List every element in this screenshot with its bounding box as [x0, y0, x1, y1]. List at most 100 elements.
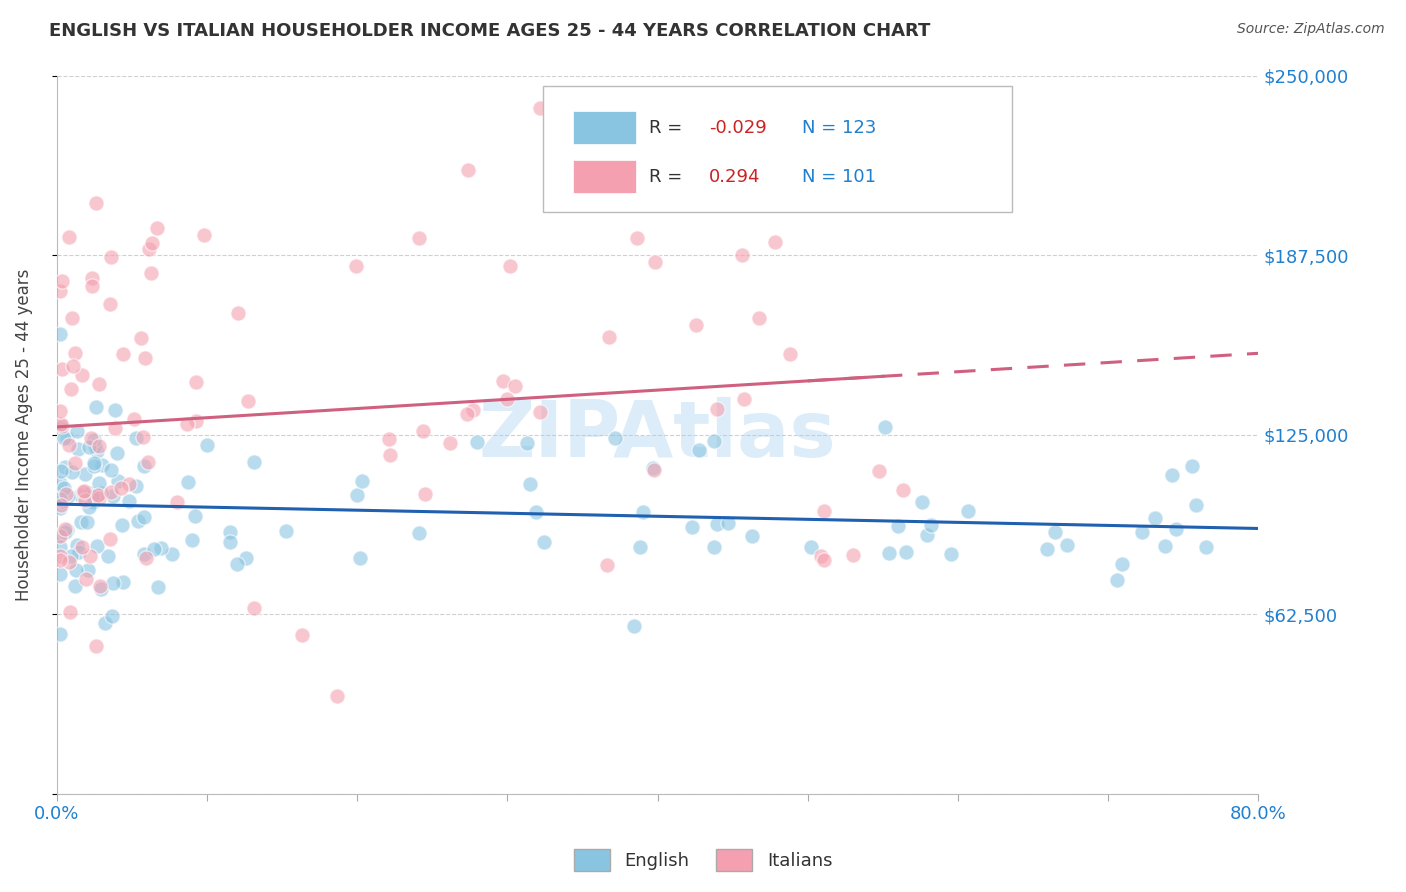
Point: [495, 392, 517, 406]
Point: [706, 401, 728, 416]
Point: [180, 533, 202, 547]
Point: [84, 639, 107, 653]
Point: [349, 551, 371, 566]
Point: [70, 368, 93, 382]
Point: [412, 424, 434, 438]
Point: [703, 434, 725, 448]
Point: [98, 297, 121, 311]
Point: [59, 382, 82, 396]
Point: [48, 326, 70, 341]
Point: [55, 524, 77, 539]
Point: [118, 477, 141, 491]
Point: [703, 541, 725, 555]
Point: [48, 421, 70, 435]
Point: [605, 431, 627, 445]
Point: [76, 515, 98, 529]
Point: [763, 235, 786, 249]
Point: [644, 255, 666, 269]
Point: [380, 448, 402, 462]
FancyBboxPatch shape: [574, 161, 636, 193]
Point: [83, 433, 105, 447]
Point: [841, 548, 863, 562]
Point: [813, 504, 835, 518]
Point: [48, 501, 70, 516]
Point: [80, 489, 103, 503]
FancyBboxPatch shape: [543, 87, 1012, 212]
Point: [529, 101, 551, 115]
Point: [122, 412, 145, 426]
Point: [533, 535, 555, 549]
Point: [134, 458, 156, 473]
Point: [104, 421, 127, 435]
Point: [112, 574, 135, 589]
Point: [184, 508, 207, 523]
Point: [920, 517, 942, 532]
Point: [197, 438, 219, 452]
Point: [276, 524, 298, 538]
Point: [911, 494, 934, 508]
Point: [492, 374, 515, 388]
Point: [48, 553, 70, 567]
Point: [1161, 467, 1184, 482]
Point: [48, 566, 70, 581]
Point: [51, 419, 73, 434]
Point: [87, 439, 110, 453]
Point: [141, 235, 163, 250]
Point: [291, 628, 314, 642]
Point: [226, 306, 249, 320]
Point: [73, 467, 96, 482]
Point: [956, 504, 979, 518]
Point: [87, 476, 110, 491]
Point: [131, 331, 153, 345]
Point: [75, 573, 97, 587]
Point: [887, 519, 910, 533]
Point: [134, 509, 156, 524]
Point: [83, 456, 105, 470]
Text: ZIPAtlas: ZIPAtlas: [478, 397, 837, 473]
Point: [134, 351, 156, 366]
Point: [63, 456, 86, 470]
Point: [51, 274, 73, 288]
Point: [48, 285, 70, 299]
Point: [138, 243, 160, 257]
Point: [894, 545, 917, 559]
Point: [62, 359, 84, 373]
Point: [132, 430, 155, 444]
Point: [519, 477, 541, 491]
Point: [53, 459, 76, 474]
Point: [1036, 542, 1059, 557]
Point: [413, 487, 436, 501]
Point: [86, 539, 108, 553]
Point: [626, 231, 648, 245]
Point: [48, 404, 70, 418]
Point: [73, 484, 96, 499]
Point: [498, 260, 520, 274]
Point: [1105, 573, 1128, 587]
Point: [63, 579, 86, 593]
Point: [226, 558, 249, 572]
Point: [748, 310, 770, 325]
Point: [463, 403, 485, 417]
Point: [132, 547, 155, 561]
Point: [193, 228, 215, 243]
Point: [48, 549, 70, 564]
Point: [48, 476, 70, 491]
Point: [125, 431, 148, 445]
Point: [628, 540, 651, 554]
Point: [184, 375, 207, 389]
Point: [148, 580, 170, 594]
Point: [160, 547, 183, 561]
Point: [58, 229, 80, 244]
Point: [465, 435, 488, 450]
Point: [53, 522, 76, 536]
Point: [82, 495, 104, 509]
Text: 0.294: 0.294: [709, 168, 761, 186]
Point: [49, 498, 72, 512]
Point: [731, 248, 754, 262]
Point: [105, 445, 128, 459]
Point: [344, 259, 367, 273]
Point: [1181, 458, 1204, 473]
Point: [779, 346, 801, 360]
Point: [706, 516, 728, 531]
Point: [48, 528, 70, 542]
